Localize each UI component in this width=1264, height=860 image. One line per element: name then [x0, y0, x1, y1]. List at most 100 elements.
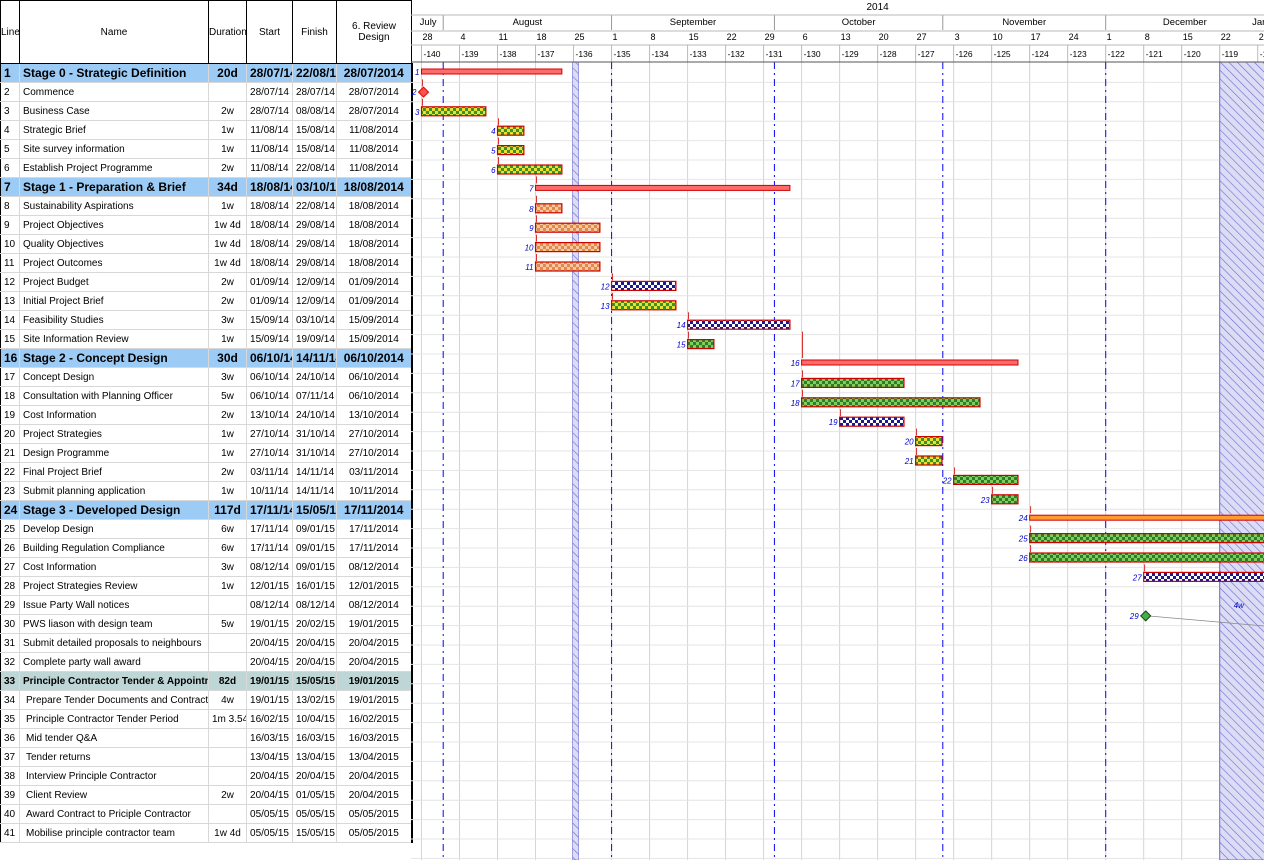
- table-row[interactable]: 31 Submit detailed proposals to neighbour…: [0, 633, 413, 653]
- row-line-cell[interactable]: 29: [0, 595, 20, 615]
- row-name-cell[interactable]: Client Review: [19, 785, 209, 805]
- row-line-cell[interactable]: 2: [0, 82, 20, 102]
- row-start-cell[interactable]: 05/05/15: [246, 823, 293, 843]
- row-review-cell[interactable]: 01/09/2014: [336, 291, 413, 311]
- row-review-cell[interactable]: 18/08/2014: [336, 234, 413, 254]
- row-name-cell[interactable]: Complete party wall award: [19, 652, 209, 672]
- row-start-cell[interactable]: 10/11/14: [246, 481, 293, 501]
- row-line-cell[interactable]: 11: [0, 253, 20, 273]
- row-review-cell[interactable]: 06/10/2014: [336, 348, 413, 368]
- row-line-cell[interactable]: 5: [0, 139, 20, 159]
- row-name-cell[interactable]: Project Strategies Review: [19, 576, 209, 596]
- table-row[interactable]: 4 Strategic Brief 1w 11/08/14 15/08/14 11/08/…: [0, 120, 413, 140]
- row-line-cell[interactable]: 37: [0, 747, 20, 767]
- row-finish-cell[interactable]: 10/04/15: [292, 709, 337, 729]
- row-finish-cell[interactable]: 16/03/15: [292, 728, 337, 748]
- row-finish-cell[interactable]: 24/10/14: [292, 405, 337, 425]
- row-review-cell[interactable]: 17/11/2014: [336, 538, 413, 558]
- row-finish-cell[interactable]: 14/11/14: [292, 348, 337, 368]
- row-duration-cell[interactable]: [208, 633, 247, 653]
- row-finish-cell[interactable]: 15/05/15: [292, 500, 337, 520]
- row-finish-cell[interactable]: 14/11/14: [292, 462, 337, 482]
- row-review-cell[interactable]: 15/09/2014: [336, 329, 413, 349]
- row-duration-cell[interactable]: 1w: [208, 196, 247, 216]
- row-start-cell[interactable]: 18/08/14: [246, 177, 293, 197]
- row-line-cell[interactable]: 10: [0, 234, 20, 254]
- row-line-cell[interactable]: 40: [0, 804, 20, 824]
- table-row[interactable]: 12 Project Budget 2w 01/09/14 12/09/14 01/09/…: [0, 272, 413, 292]
- table-row[interactable]: 15 Site Information Review 1w 15/09/14 19/09…: [0, 329, 413, 349]
- row-review-cell[interactable]: 06/10/2014: [336, 386, 413, 406]
- row-start-cell[interactable]: 18/08/14: [246, 253, 293, 273]
- row-line-cell[interactable]: 24: [0, 500, 20, 520]
- row-review-cell[interactable]: 10/11/2014: [336, 481, 413, 501]
- row-duration-cell[interactable]: 1w: [208, 120, 247, 140]
- row-duration-cell[interactable]: 2w: [208, 158, 247, 178]
- row-start-cell[interactable]: 19/01/15: [246, 671, 293, 691]
- table-row[interactable]: 2 Commence 28/07/14 28/07/14 28/07/2014: [0, 82, 413, 102]
- row-duration-cell[interactable]: 1w: [208, 443, 247, 463]
- row-duration-cell[interactable]: 82d: [208, 671, 247, 691]
- row-duration-cell[interactable]: 2w: [208, 291, 247, 311]
- row-finish-cell[interactable]: 22/08/14: [292, 196, 337, 216]
- row-line-cell[interactable]: 26: [0, 538, 20, 558]
- column-header-line[interactable]: Line: [0, 0, 20, 64]
- row-finish-cell[interactable]: 29/08/14: [292, 253, 337, 273]
- row-review-cell[interactable]: 27/10/2014: [336, 443, 413, 463]
- row-duration-cell[interactable]: [208, 595, 247, 615]
- row-line-cell[interactable]: 4: [0, 120, 20, 140]
- column-header-start[interactable]: Start: [246, 0, 293, 64]
- row-start-cell[interactable]: 08/12/14: [246, 595, 293, 615]
- table-row[interactable]: 25 Develop Design 6w 17/11/14 09/01/15 17/11/…: [0, 519, 413, 539]
- row-finish-cell[interactable]: 20/02/15: [292, 614, 337, 634]
- row-duration-cell[interactable]: 3w: [208, 367, 247, 387]
- row-line-cell[interactable]: 28: [0, 576, 20, 596]
- row-line-cell[interactable]: 30: [0, 614, 20, 634]
- row-finish-cell[interactable]: 15/05/15: [292, 823, 337, 843]
- row-line-cell[interactable]: 35: [0, 709, 20, 729]
- row-name-cell[interactable]: Commence: [19, 82, 209, 102]
- table-row[interactable]: 3 Business Case 2w 28/07/14 08/08/14 28/07/20…: [0, 101, 413, 121]
- row-review-cell[interactable]: 05/05/2015: [336, 823, 413, 843]
- row-review-cell[interactable]: 03/11/2014: [336, 462, 413, 482]
- row-line-cell[interactable]: 18: [0, 386, 20, 406]
- row-start-cell[interactable]: 18/08/14: [246, 215, 293, 235]
- row-review-cell[interactable]: 08/12/2014: [336, 595, 413, 615]
- row-duration-cell[interactable]: 1w: [208, 329, 247, 349]
- row-duration-cell[interactable]: [208, 652, 247, 672]
- row-review-cell[interactable]: 08/12/2014: [336, 557, 413, 577]
- row-line-cell[interactable]: 22: [0, 462, 20, 482]
- row-review-cell[interactable]: 18/08/2014: [336, 253, 413, 273]
- row-name-cell[interactable]: Mid tender Q&A: [19, 728, 209, 748]
- table-row[interactable]: 10 Quality Objectives 1w 4d 18/08/14 29/08/1…: [0, 234, 413, 254]
- table-row[interactable]: 17 Concept Design 3w 06/10/14 24/10/14 06/10/…: [0, 367, 413, 387]
- row-start-cell[interactable]: 01/09/14: [246, 272, 293, 292]
- table-row[interactable]: 6 Establish Project Programme 2w 11/08/14 22…: [0, 158, 413, 178]
- row-finish-cell[interactable]: 29/08/14: [292, 234, 337, 254]
- row-line-cell[interactable]: 23: [0, 481, 20, 501]
- row-duration-cell[interactable]: 1m 3.54w: [208, 709, 247, 729]
- row-name-cell[interactable]: Principle Contractor Tender Period: [19, 709, 209, 729]
- row-start-cell[interactable]: 16/03/15: [246, 728, 293, 748]
- row-name-cell[interactable]: Stage 0 - Strategic Definition: [19, 63, 209, 83]
- row-line-cell[interactable]: 9: [0, 215, 20, 235]
- table-row[interactable]: 16 Stage 2 - Concept Design 30d 06/10/14 14/…: [0, 348, 413, 368]
- row-name-cell[interactable]: Sustainability Aspirations: [19, 196, 209, 216]
- row-start-cell[interactable]: 08/12/14: [246, 557, 293, 577]
- row-review-cell[interactable]: 19/01/2015: [336, 614, 413, 634]
- column-header-review[interactable]: 6. Review Design: [336, 0, 412, 64]
- row-finish-cell[interactable]: 09/01/15: [292, 519, 337, 539]
- row-name-cell[interactable]: Issue Party Wall notices: [19, 595, 209, 615]
- row-line-cell[interactable]: 1: [0, 63, 20, 83]
- table-row[interactable]: 34 Prepare Tender Documents and Contract 4…: [0, 690, 413, 710]
- row-review-cell[interactable]: 18/08/2014: [336, 196, 413, 216]
- row-line-cell[interactable]: 25: [0, 519, 20, 539]
- row-name-cell[interactable]: Quality Objectives: [19, 234, 209, 254]
- row-review-cell[interactable]: 16/03/2015: [336, 728, 413, 748]
- row-review-cell[interactable]: 28/07/2014: [336, 82, 413, 102]
- row-finish-cell[interactable]: 13/04/15: [292, 747, 337, 767]
- row-line-cell[interactable]: 17: [0, 367, 20, 387]
- table-row[interactable]: 1 Stage 0 - Strategic Definition 20d 28/07/…: [0, 63, 413, 83]
- row-start-cell[interactable]: 11/08/14: [246, 139, 293, 159]
- row-line-cell[interactable]: 33: [0, 671, 20, 691]
